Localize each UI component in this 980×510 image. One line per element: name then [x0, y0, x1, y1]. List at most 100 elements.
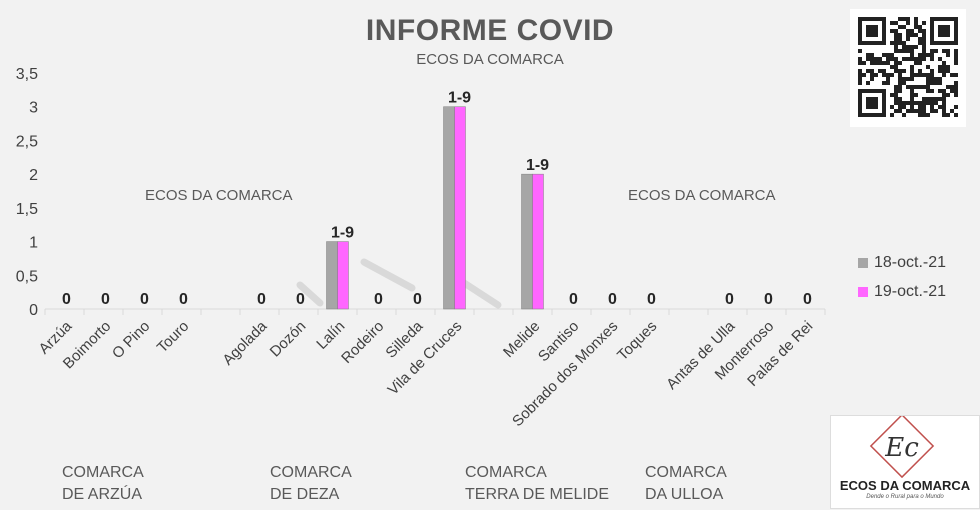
chart-title: INFORME COVID	[365, 14, 615, 47]
qr-module	[894, 37, 898, 41]
qr-module	[918, 69, 922, 73]
qr-module	[858, 57, 862, 61]
qr-module	[918, 41, 922, 45]
qr-module	[858, 69, 862, 73]
qr-module	[898, 89, 902, 93]
qr-module	[922, 73, 926, 77]
qr-module	[906, 109, 910, 113]
qr-module	[894, 33, 898, 37]
qr-module	[922, 21, 926, 25]
bar-19-oct	[337, 241, 349, 310]
qr-module	[870, 69, 874, 73]
qr-module	[926, 97, 930, 101]
qr-module	[910, 105, 914, 109]
qr-module	[910, 73, 914, 77]
qr-module	[930, 49, 934, 53]
qr-module	[914, 45, 918, 49]
qr-module	[882, 53, 886, 57]
bar-18-oct	[521, 173, 533, 310]
qr-module	[942, 49, 946, 53]
qr-module	[918, 113, 922, 117]
qr-module	[954, 89, 958, 93]
qr-module	[882, 61, 886, 65]
qr-module	[890, 73, 894, 77]
qr-module	[914, 73, 918, 77]
qr-module	[926, 85, 930, 89]
qr-module	[946, 65, 950, 69]
qr-module	[942, 105, 946, 109]
x-tick-label: Toques	[614, 318, 660, 364]
qr-module	[866, 53, 870, 57]
qr-module	[898, 37, 902, 41]
qr-module	[954, 49, 958, 53]
qr-module	[894, 101, 898, 105]
qr-module	[954, 113, 958, 117]
qr-module	[954, 105, 958, 109]
data-label: 0	[257, 291, 266, 308]
qr-module	[942, 97, 946, 101]
data-label: 1-9	[331, 225, 354, 242]
qr-module	[882, 69, 886, 73]
qr-module	[922, 113, 926, 117]
group-label-deza: COMARCA DE DEZA	[270, 464, 352, 503]
qr-module	[866, 69, 870, 73]
qr-module	[898, 85, 902, 89]
group-label-arzua: COMARCA DE ARZÚA	[62, 464, 144, 503]
qr-module	[910, 97, 914, 101]
legend-swatch-18-oct	[858, 257, 868, 268]
qr-module	[934, 109, 938, 113]
qr-module	[926, 77, 930, 81]
qr-module	[922, 53, 926, 57]
qr-module	[942, 69, 946, 73]
chart-subtitle: ECOS DA COMARCA	[416, 51, 564, 68]
qr-module	[910, 101, 914, 105]
qr-module	[878, 69, 882, 73]
qr-module	[878, 57, 882, 61]
qr-module	[942, 89, 946, 93]
qr-module	[950, 85, 954, 89]
legend-label: 19-oct.-21	[874, 282, 947, 300]
qr-module	[950, 89, 954, 93]
qr-module	[906, 37, 910, 41]
qr-module	[910, 69, 914, 73]
qr-module	[898, 109, 902, 113]
qr-module	[918, 25, 922, 29]
qr-module	[870, 57, 874, 61]
qr-module	[926, 65, 930, 69]
qr-module	[866, 81, 870, 85]
qr-module	[906, 45, 910, 49]
qr-module	[914, 21, 918, 25]
qr-module	[898, 97, 902, 101]
qr-module	[870, 53, 874, 57]
logo-emblem: Ec	[869, 413, 935, 479]
qr-module	[922, 85, 926, 89]
qr-module	[938, 97, 942, 101]
qr-module	[930, 101, 934, 105]
watermark-text: ECOS DA COMARCA	[145, 187, 293, 204]
qr-module	[906, 77, 910, 81]
qr-module	[922, 37, 926, 41]
bar-18-oct	[326, 241, 338, 310]
y-tick-label: 0,5	[16, 268, 38, 285]
x-tick-label: O Pino	[109, 318, 153, 362]
qr-module	[910, 77, 914, 81]
qr-module	[942, 61, 946, 65]
qr-module	[870, 61, 874, 65]
qr-module	[922, 49, 926, 53]
qr-module	[910, 49, 914, 53]
qr-module	[890, 57, 894, 61]
data-label: 0	[725, 291, 734, 308]
logo-tagline: Dende o Rural para o Mundo	[866, 494, 944, 500]
qr-module	[858, 49, 862, 53]
qr-module	[902, 101, 906, 105]
qr-module	[890, 93, 894, 97]
qr-module	[930, 57, 934, 61]
qr-module	[894, 61, 898, 65]
decorative-streak	[360, 258, 416, 292]
qr-module	[914, 101, 918, 105]
qr-module	[934, 49, 938, 53]
qr-module	[902, 69, 906, 73]
qr-module	[894, 45, 898, 49]
qr-module	[902, 81, 906, 85]
data-label: 0	[374, 291, 383, 308]
